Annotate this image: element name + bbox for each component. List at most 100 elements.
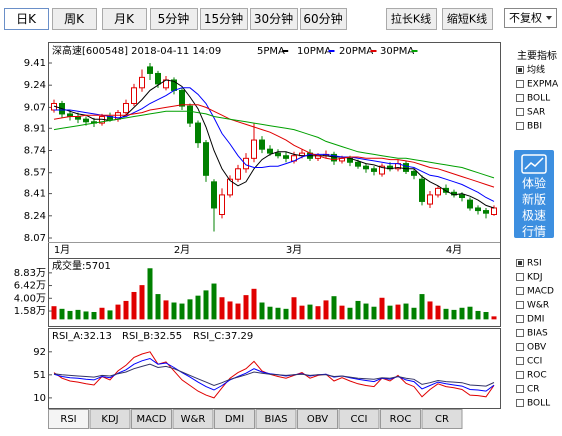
- indicator-tab[interactable]: [421, 409, 463, 429]
- checkbox[interactable]: [516, 371, 524, 379]
- checkbox[interactable]: [516, 108, 524, 116]
- volume-bar: [467, 306, 473, 320]
- volume-bar: [459, 307, 465, 320]
- volume-bar: [235, 303, 241, 320]
- volume-bar: [371, 306, 377, 320]
- checkbox[interactable]: [516, 273, 524, 281]
- indicator-option[interactable]: SAR: [527, 108, 545, 118]
- checkbox[interactable]: [516, 287, 524, 295]
- checkbox[interactable]: [516, 94, 524, 102]
- indicator-tab-label[interactable]: RSI: [60, 414, 76, 425]
- candle-body: [483, 210, 489, 214]
- y-tick-label: 8.57: [24, 168, 46, 179]
- candle-body: [131, 87, 137, 104]
- checkbox[interactable]: [516, 80, 524, 88]
- promo-text[interactable]: 新版: [522, 192, 546, 207]
- indicator-tab-label[interactable]: W&R: [181, 414, 206, 425]
- adjust-select[interactable]: [504, 8, 557, 28]
- period-tab-label[interactable]: 日K: [16, 12, 37, 26]
- zoom-button[interactable]: [442, 8, 493, 30]
- period-tab-label[interactable]: 60分钟: [303, 11, 342, 26]
- indicator-option[interactable]: MACD: [527, 287, 554, 297]
- volume-bar: [171, 302, 177, 320]
- indicator-tab[interactable]: [131, 409, 172, 429]
- indicator-tab-label[interactable]: BIAS: [265, 414, 288, 425]
- y-tick-label: 8.74: [24, 146, 46, 157]
- checkbox[interactable]: [516, 385, 524, 393]
- indicator-option[interactable]: CR: [527, 385, 540, 395]
- indicator-tab[interactable]: [380, 409, 421, 429]
- checkbox[interactable]: [516, 301, 524, 309]
- promo-text[interactable]: 行情: [522, 225, 546, 239]
- indicator-tab[interactable]: [297, 409, 338, 429]
- x-tick-label: 3月: [286, 244, 302, 256]
- indicator-option[interactable]: RSI: [527, 259, 542, 269]
- indicator-option[interactable]: BBI: [527, 122, 542, 132]
- candle-body: [227, 178, 233, 196]
- indicator-tab-label[interactable]: ROC: [390, 414, 412, 425]
- indicator-tab[interactable]: [172, 409, 214, 429]
- promo-button[interactable]: [514, 150, 554, 238]
- period-tab-label[interactable]: 15分钟: [204, 11, 243, 26]
- volume-bar: [315, 306, 321, 320]
- period-tab-label[interactable]: 月K: [114, 12, 135, 26]
- indicator-option[interactable]: BOLL: [527, 399, 550, 409]
- candle-body: [475, 207, 481, 212]
- indicator-tab-label[interactable]: DMI: [225, 414, 244, 425]
- indicator-tab-label[interactable]: CCI: [351, 414, 368, 425]
- period-tab[interactable]: [4, 8, 49, 30]
- checkbox[interactable]: [516, 357, 524, 365]
- candle-body: [403, 163, 409, 172]
- indicator-option[interactable]: KDJ: [527, 273, 543, 283]
- indicator-option[interactable]: W&R: [527, 301, 549, 311]
- indicator-line: [53, 351, 495, 399]
- legend-label: 30PMA: [380, 46, 414, 57]
- volume-bar: [355, 300, 361, 320]
- indicator-option[interactable]: OBV: [527, 343, 547, 353]
- indicator-option[interactable]: CCI: [527, 357, 542, 367]
- volume-bar: [387, 305, 393, 320]
- checkbox[interactable]: [516, 315, 524, 323]
- indicator-option[interactable]: BOLL: [527, 94, 550, 104]
- indicator-option[interactable]: BIAS: [527, 329, 548, 339]
- zoom-button-label[interactable]: 拉长K线: [391, 12, 431, 26]
- candle-body: [363, 165, 369, 170]
- indicator-tab[interactable]: [48, 409, 89, 429]
- checkbox[interactable]: [516, 329, 524, 337]
- volume-bar: [195, 295, 201, 320]
- volume-bar: [323, 300, 329, 320]
- indicator-tab-label[interactable]: KDJ: [101, 414, 118, 425]
- indicator-tab-label[interactable]: OBV: [307, 414, 328, 425]
- indicator-tab[interactable]: [255, 409, 297, 429]
- indicator-option[interactable]: EXPMA: [527, 80, 559, 90]
- period-tab[interactable]: [250, 8, 298, 30]
- period-tab-label[interactable]: 5分钟: [158, 11, 190, 26]
- indicator-option[interactable]: ROC: [527, 371, 547, 381]
- indicator-tab-label[interactable]: CR: [435, 414, 449, 425]
- period-tab[interactable]: [150, 8, 198, 30]
- candle-body: [459, 194, 465, 199]
- indicator-option[interactable]: 均线: [527, 64, 545, 76]
- period-tab-label[interactable]: 周K: [64, 12, 85, 26]
- indicator-option[interactable]: DMI: [527, 315, 544, 325]
- promo-text[interactable]: 极速: [522, 209, 546, 223]
- candle-body: [275, 152, 281, 157]
- indicator-tab[interactable]: [338, 409, 380, 429]
- period-tab[interactable]: [102, 8, 147, 30]
- adjust-select-label[interactable]: 不复权: [509, 11, 542, 25]
- zoom-button[interactable]: [386, 8, 437, 30]
- indicator-tab[interactable]: [89, 409, 131, 429]
- checkbox[interactable]: [516, 122, 524, 130]
- period-tab[interactable]: [200, 8, 248, 30]
- promo-text[interactable]: 体验: [522, 176, 546, 191]
- period-tab[interactable]: [300, 8, 347, 30]
- indicator-tab[interactable]: [214, 409, 255, 429]
- zoom-button-label[interactable]: 缩短K线: [447, 12, 487, 26]
- indicator-tab-label[interactable]: MACD: [137, 414, 167, 425]
- checkbox[interactable]: [516, 399, 524, 407]
- period-tab-label[interactable]: 30分钟: [254, 11, 293, 26]
- checkbox[interactable]: [516, 343, 524, 351]
- candle-body: [219, 194, 225, 215]
- period-tab[interactable]: [52, 8, 97, 30]
- volume-bar: [51, 306, 57, 320]
